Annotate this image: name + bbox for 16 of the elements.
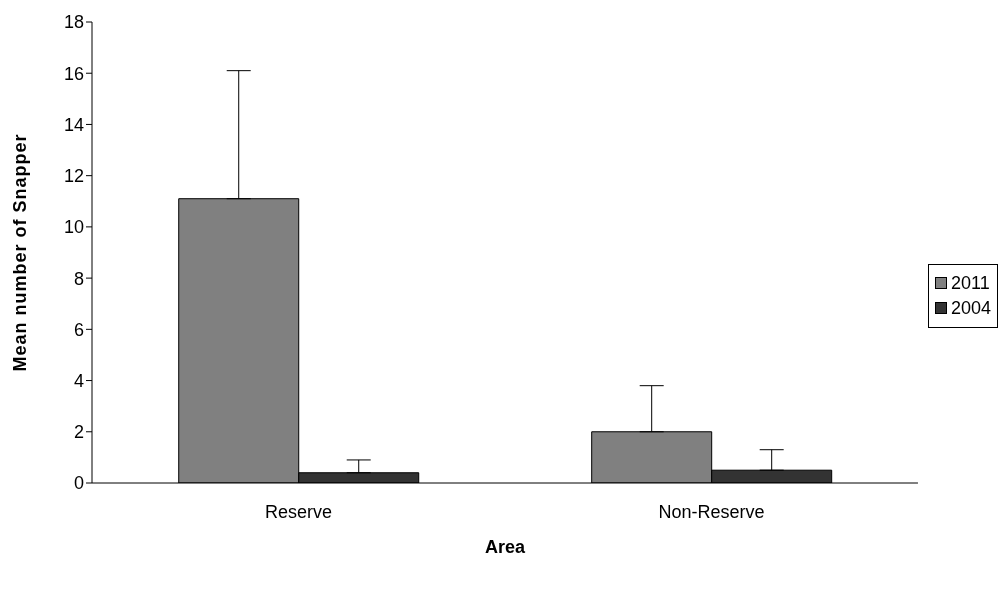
y-tick-label: 14 [63, 114, 84, 135]
y-tick-label: 4 [73, 370, 84, 391]
y-tick-label: 10 [63, 217, 84, 238]
x-tick-label: Reserve [264, 501, 332, 522]
y-tick-label: 8 [73, 268, 84, 289]
x-tick-label: Non-Reserve [658, 501, 765, 522]
y-tick-label: 16 [63, 63, 84, 84]
legend-label: 2011 [950, 272, 990, 294]
legend-label: 2004 [950, 297, 991, 319]
x-axis-title: Area [484, 537, 526, 557]
y-tick-label: 2 [73, 422, 84, 443]
y-tick-label: 0 [73, 473, 84, 494]
y-tick-label: 6 [73, 319, 84, 340]
y-tick-label: 12 [63, 166, 84, 187]
y-tick-label: 18 [63, 12, 84, 33]
y-axis-title: Mean number of Snapper [10, 133, 31, 372]
